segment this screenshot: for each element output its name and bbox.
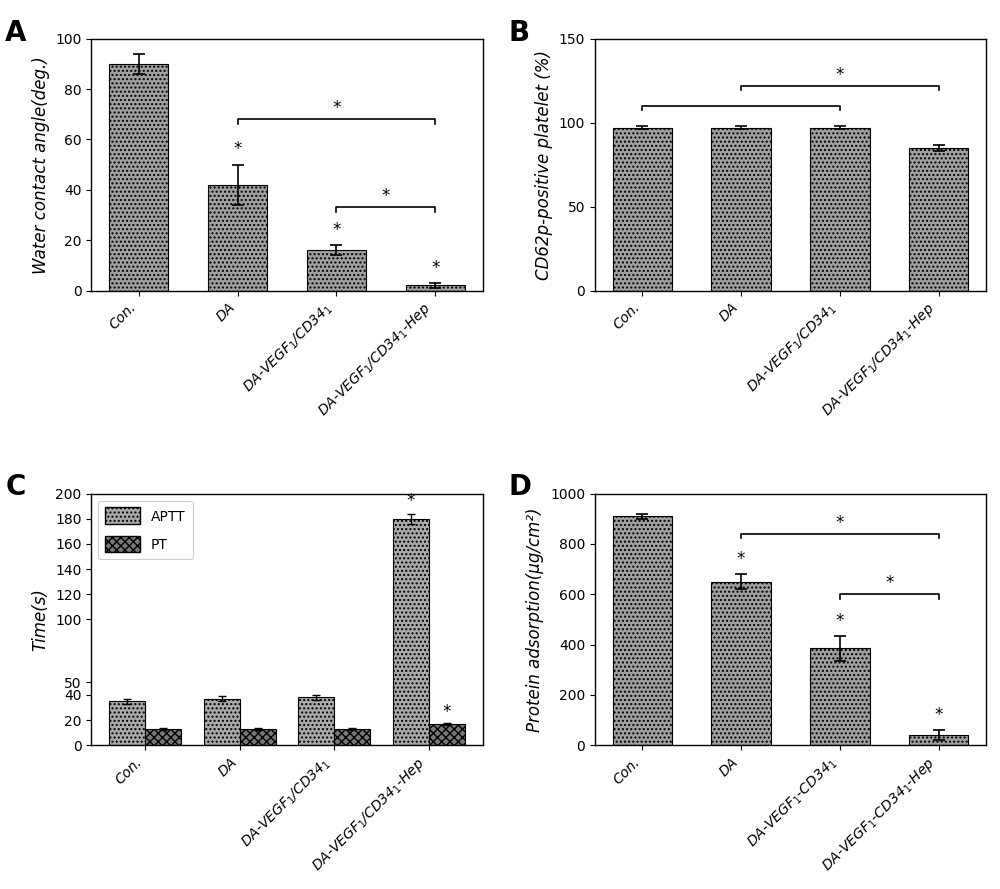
Bar — [307, 250, 366, 291]
Bar — [204, 699, 240, 745]
Text: D: D — [509, 474, 532, 501]
Bar — [393, 519, 429, 745]
Y-axis label: Time(s): Time(s) — [32, 588, 50, 651]
Bar — [208, 185, 267, 291]
Bar — [810, 128, 870, 291]
Bar — [909, 148, 968, 291]
Bar — [298, 698, 334, 745]
Text: B: B — [509, 19, 530, 46]
Text: *: * — [737, 549, 745, 568]
Text: *: * — [836, 514, 844, 532]
Y-axis label: CD62p-positive platelet (%): CD62p-positive platelet (%) — [535, 50, 553, 280]
Legend: APTT, PT: APTT, PT — [98, 501, 193, 559]
Text: *: * — [836, 612, 844, 629]
Y-axis label: Protein adsorption(μg/cm²): Protein adsorption(μg/cm²) — [526, 508, 544, 732]
Bar — [429, 724, 465, 745]
Bar — [909, 735, 968, 745]
Bar — [711, 128, 771, 291]
Text: *: * — [332, 100, 341, 117]
Bar — [240, 729, 276, 745]
Text: *: * — [431, 259, 439, 276]
Bar — [145, 729, 181, 745]
Bar — [711, 581, 771, 745]
Bar — [406, 285, 465, 291]
Text: *: * — [382, 188, 390, 205]
Text: *: * — [332, 221, 341, 239]
Bar — [109, 64, 168, 291]
Text: *: * — [407, 492, 415, 510]
Text: *: * — [836, 66, 844, 84]
Text: A: A — [5, 19, 27, 46]
Text: *: * — [885, 574, 893, 592]
Text: C: C — [5, 474, 26, 501]
Text: *: * — [934, 706, 943, 724]
Bar — [109, 701, 145, 745]
Text: *: * — [443, 703, 451, 721]
Y-axis label: Water contact angle(deg.): Water contact angle(deg.) — [32, 56, 50, 274]
Bar — [334, 729, 370, 745]
Bar — [810, 648, 870, 745]
Bar — [613, 517, 672, 745]
Bar — [613, 128, 672, 291]
Text: *: * — [233, 140, 242, 158]
